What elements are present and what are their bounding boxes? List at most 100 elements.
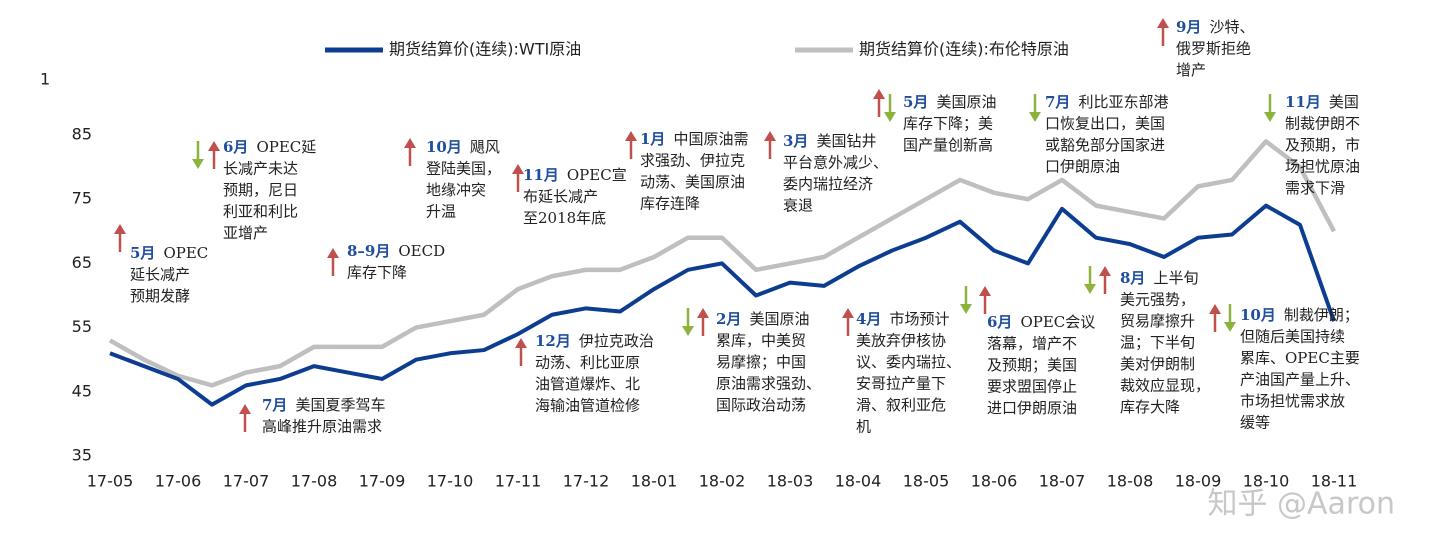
x-tick-label: 18-10: [1243, 472, 1290, 491]
annotation-line: 滑、叙利亚危: [856, 396, 946, 414]
annotation-line: 库存连降: [640, 195, 700, 213]
annotation-month: 8–9月: [347, 242, 390, 260]
x-tick-label: 17-08: [291, 472, 338, 491]
series-line: [108, 139, 1336, 388]
x-tick-label: 17-07: [223, 472, 270, 491]
arrow-head: [1099, 266, 1111, 276]
annotation-line: 亚增产: [223, 224, 268, 242]
x-tick-label: 18-03: [767, 472, 814, 491]
annotation-month: 9月: [1176, 18, 1201, 36]
annotation-line: 原油需求强劲、: [716, 375, 821, 393]
x-tick-label: 18-09: [1175, 472, 1222, 491]
annotation-line: 落幕，增产不: [987, 335, 1077, 353]
arrow-head: [625, 131, 637, 141]
annotation-line: 缓等: [1240, 414, 1270, 432]
annotation-line: 库存大降: [1120, 398, 1180, 416]
annotation: 5月 OPEC: [130, 244, 208, 262]
annotation-line: 国际政治动荡: [716, 396, 806, 414]
annotation-line: 动荡、利比亚原: [535, 354, 640, 372]
y-tick-label: 85: [72, 125, 92, 144]
annotation-line: OECD: [398, 242, 445, 260]
annotation-month: 4月: [856, 310, 881, 328]
arrow-head: [327, 248, 339, 258]
arrow-head: [512, 164, 524, 174]
annotation-line: OPEC宣: [567, 166, 627, 184]
annotation-line: 动荡、美国原油: [640, 173, 745, 191]
arrow-head: [979, 286, 991, 296]
x-tick-label: 18-08: [1107, 472, 1154, 491]
x-tick-label: 18-05: [903, 472, 950, 491]
annotation: 5月 美国原油: [903, 93, 996, 111]
annotation: 1月 中国原油需: [640, 130, 748, 148]
annotation: 9月 沙特、: [1176, 18, 1254, 36]
annotation-line: 美国夏季驾车: [295, 396, 385, 414]
annotation-line: 衰退: [783, 197, 813, 215]
annotation-month: 3月: [783, 132, 808, 150]
annotation-line: 地缘冲突: [426, 181, 486, 199]
arrow-head: [208, 141, 220, 151]
annotation-line: 市场预计: [889, 310, 949, 328]
annotation-line: 上半旬: [1153, 269, 1198, 287]
annotation-line: 安哥拉产量下: [856, 375, 946, 393]
annotation-line: 美国钻井: [816, 132, 876, 150]
annotation-month: 5月: [903, 93, 928, 111]
series-line: [109, 203, 1336, 407]
annotation-line: 高峰推升原油需求: [262, 418, 382, 436]
annotation-line: 美国原油: [936, 93, 996, 111]
annotation-line: 布延长减产: [523, 188, 598, 206]
annotation-month: 10月: [1240, 306, 1276, 324]
annotation: 6月 OPEC会议: [987, 313, 1095, 331]
annotation: 11月 美国: [1285, 93, 1359, 111]
legend-label: 期货结算价(连续):布伦特原油: [859, 40, 1069, 59]
x-tick-label: 17-12: [563, 472, 610, 491]
annotation-line: 平台意外减少、: [783, 154, 888, 172]
annotation-line: 口伊朗原油: [1045, 158, 1120, 176]
arrow-head: [873, 89, 885, 99]
arrow-head: [404, 138, 416, 148]
annotation-line: OPEC会议: [1020, 313, 1095, 331]
annotation: 11月 OPEC宣: [523, 166, 627, 184]
annotation-line: 易摩擦；中国: [716, 353, 806, 371]
annotation: 8–9月 OECD: [347, 242, 445, 260]
annotation-month: 6月: [223, 138, 248, 156]
annotation-month: 10月: [426, 138, 462, 156]
arrow-head: [1224, 322, 1236, 332]
arrow-head: [682, 326, 694, 336]
annotation-line: 美国原油: [749, 310, 809, 328]
arrow-head: [1157, 18, 1169, 28]
annotation: 2月 美国原油: [716, 310, 809, 328]
arrow-head: [884, 112, 896, 122]
annotation-line: 沙特、: [1209, 18, 1254, 36]
x-tick-label: 18-01: [631, 472, 678, 491]
annotation: 7月 美国夏季驾车: [262, 396, 385, 414]
annotation-line: 议、委内瑞拉、: [856, 353, 961, 371]
annotation-line: 国产量创新高: [903, 136, 993, 154]
y-tick-label: 55: [72, 317, 92, 336]
arrow-head: [764, 131, 776, 141]
annotation-line: 制裁伊朗；: [1284, 306, 1359, 324]
annotation: 3月 美国钻井: [783, 132, 876, 150]
annotation-line: 预期，尼日: [223, 181, 298, 199]
annotation-line: 伊拉克政治: [579, 332, 654, 350]
annotation-line: 制裁伊朗不: [1285, 115, 1360, 133]
annotation: 8月 上半旬: [1120, 269, 1198, 287]
annotation: 4月 市场预计: [856, 310, 949, 328]
annotation-line: 委内瑞拉经济: [783, 175, 873, 193]
annotation-month: 5月: [130, 244, 155, 262]
annotation-line: 及预期，市: [1285, 136, 1360, 154]
annotation-line: 美国: [1329, 93, 1359, 111]
annotation-line: OPEC: [163, 244, 208, 262]
annotation-line: 产油国产量上升、: [1240, 371, 1360, 389]
annotation-line: 美元强势，: [1120, 291, 1195, 309]
annotation-line: 求强劲、伊拉克: [640, 152, 745, 170]
annotation-line: 要求盟国停止: [987, 378, 1077, 396]
annotation: 7月 利比亚东部港: [1045, 93, 1168, 111]
annotation-line: 增产: [1176, 61, 1206, 79]
watermark: 知乎 @Aaron: [1208, 487, 1396, 522]
x-tick-label: 18-11: [1311, 472, 1358, 491]
annotation-month: 2月: [716, 310, 741, 328]
annotation-line: 市场担忧需求放: [1240, 392, 1345, 410]
arrow-head: [114, 224, 126, 234]
annotation-month: 12月: [535, 332, 571, 350]
